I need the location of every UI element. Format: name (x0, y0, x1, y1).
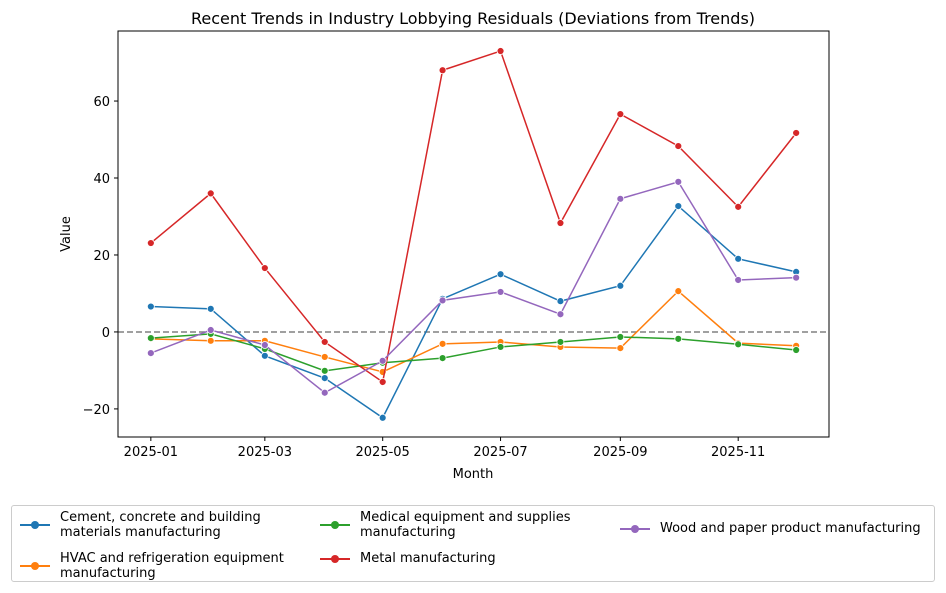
legend-label-line: manufacturing (360, 525, 456, 540)
data-point (320, 388, 329, 397)
y-axis-label: Value (59, 216, 74, 252)
legend-swatch (20, 519, 50, 531)
data-point (146, 349, 155, 358)
legend-label-line: Medical equipment and supplies (360, 510, 571, 525)
data-point (792, 346, 801, 354)
data-point (320, 338, 329, 346)
legend-label-line: Wood and paper product manufacturing (660, 521, 921, 536)
series-line-3 (150, 50, 797, 384)
data-point (674, 334, 683, 343)
data-point (206, 326, 215, 334)
x-axis-label: Month (453, 467, 494, 482)
legend-item: Wood and paper product manufacturing (620, 521, 921, 536)
data-point (320, 366, 329, 375)
data-point (496, 47, 505, 55)
series-line-4 (150, 180, 797, 394)
data-point (792, 129, 801, 137)
legend-swatch (320, 519, 350, 531)
legend-label: Metal manufacturing (360, 551, 496, 566)
legend-swatch (320, 553, 350, 565)
y-tick-label: 0 (102, 326, 110, 341)
legend-item: Metal manufacturing (320, 551, 496, 566)
y-tick-label: 20 (93, 249, 110, 264)
data-point (438, 296, 447, 305)
data-point (438, 66, 447, 75)
series-line-2 (150, 333, 797, 372)
data-point (146, 334, 155, 342)
data-point (206, 304, 215, 313)
data-point (616, 344, 625, 353)
data-point (734, 254, 743, 263)
legend-label: Medical equipment and supplies manufactur… (360, 510, 571, 540)
data-point (616, 281, 625, 290)
legend-label: Cement, concrete and building materials m… (60, 510, 261, 540)
data-point (496, 270, 505, 279)
data-point (146, 302, 155, 311)
data-point (734, 340, 743, 349)
legend-item: HVAC and refrigeration equipment manufact… (20, 551, 284, 581)
data-point (674, 177, 683, 186)
legend-label: Wood and paper product manufacturing (660, 521, 921, 536)
data-point (378, 378, 387, 386)
data-point (320, 353, 329, 361)
legend-swatch (620, 523, 650, 535)
x-tick-label: 2025-09 (593, 445, 647, 460)
series-line-0 (150, 204, 797, 419)
legend: Cement, concrete and building materials m… (11, 505, 935, 582)
data-point (206, 189, 215, 198)
legend-item: Cement, concrete and building materials m… (20, 510, 261, 540)
data-point (378, 413, 387, 422)
legend-label-line: HVAC and refrigeration equipment (60, 551, 284, 566)
y-tick-label: −20 (83, 403, 110, 418)
data-point (556, 219, 565, 227)
data-point (674, 142, 683, 150)
data-point (496, 343, 505, 351)
legend-swatch (20, 560, 50, 572)
x-tick-label: 2025-07 (473, 445, 527, 460)
data-point (674, 287, 683, 296)
legend-label-line: Metal manufacturing (360, 551, 496, 566)
y-tick-label: 60 (93, 95, 110, 110)
x-tick-label: 2025-05 (356, 445, 410, 460)
data-point (260, 341, 269, 349)
legend-label-line: manufacturing (60, 566, 156, 581)
legend-label: HVAC and refrigeration equipment manufact… (60, 551, 284, 581)
legend-label-line: Cement, concrete and building (60, 510, 261, 525)
data-point (260, 351, 269, 360)
series-line-1 (150, 290, 797, 373)
data-point (556, 338, 565, 346)
y-tick-label: 40 (93, 172, 110, 187)
data-point (146, 239, 155, 247)
legend-item: Medical equipment and supplies manufactur… (320, 510, 571, 540)
x-tick-label: 2025-03 (238, 445, 292, 460)
data-point (496, 288, 505, 296)
data-point (206, 336, 215, 345)
data-point (616, 110, 625, 119)
plot-frame (117, 30, 830, 438)
data-point (734, 276, 743, 284)
data-point (438, 339, 447, 348)
line-chart: Recent Trends in Industry Lobbying Resid… (59, 9, 830, 482)
legend-label-line: materials manufacturing (60, 525, 221, 540)
data-point (792, 273, 801, 282)
chart-title: Recent Trends in Industry Lobbying Resid… (191, 9, 755, 28)
data-point (616, 194, 625, 203)
data-point (260, 264, 269, 272)
data-point (438, 354, 447, 363)
data-point (320, 374, 329, 383)
data-point (616, 333, 625, 341)
data-point (378, 356, 387, 365)
data-point (556, 297, 565, 306)
data-point (674, 202, 683, 210)
data-point (556, 310, 565, 319)
x-tick-label: 2025-11 (711, 445, 765, 460)
x-tick-label: 2025-01 (124, 445, 178, 460)
data-point (734, 202, 743, 211)
